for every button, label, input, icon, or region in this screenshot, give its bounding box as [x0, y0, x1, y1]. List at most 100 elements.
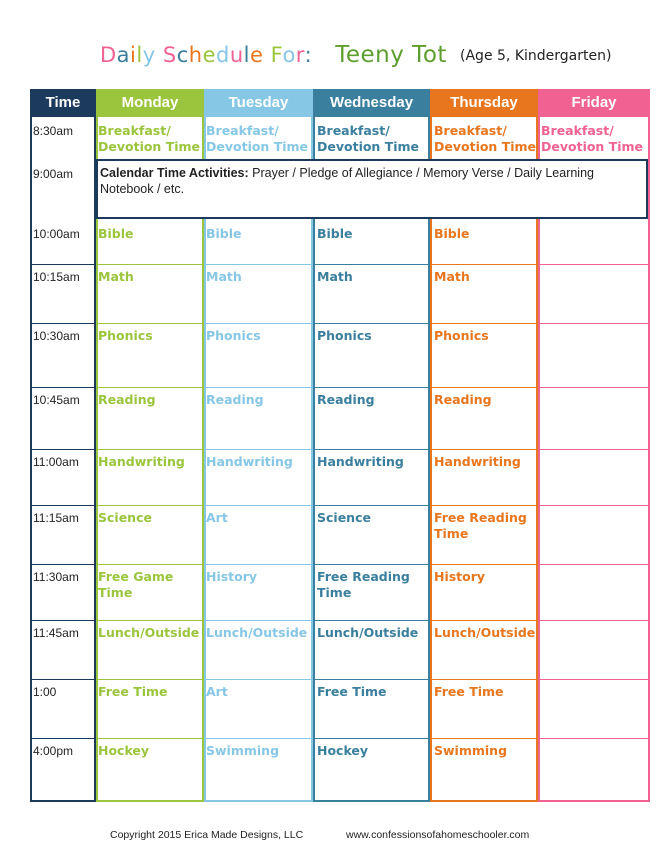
cell-tuesday: Breakfast/ Devotion Time: [206, 123, 309, 154]
cell-wednesday: Breakfast/ Devotion Time: [317, 123, 420, 154]
row-divider-time: [32, 449, 94, 450]
cell-monday: Handwriting: [98, 454, 185, 469]
column-wednesday: [313, 117, 430, 802]
row-divider-time: [32, 505, 94, 506]
row-divider: [540, 449, 648, 450]
cell-wednesday: Math: [317, 269, 353, 284]
title-letter: u: [229, 43, 244, 67]
row-divider-time: [32, 323, 94, 324]
row-divider: [540, 264, 648, 265]
cell-wednesday: Free Reading Time: [317, 569, 410, 600]
row-divider-time: [32, 264, 94, 265]
cell-monday: Free Time: [98, 684, 168, 699]
row-divider: [98, 738, 204, 739]
calendar-label: Calendar Time Activities:: [100, 166, 249, 180]
row-divider: [315, 738, 428, 739]
row-divider: [315, 679, 428, 680]
cell-thursday: Reading: [434, 392, 492, 407]
title-letter: y: [142, 43, 156, 67]
header-tuesday: Tuesday: [204, 89, 313, 117]
row-divider: [432, 387, 536, 388]
header-thursday: Thursday: [430, 89, 538, 117]
title-letter: e: [249, 43, 264, 67]
row-divider: [540, 738, 648, 739]
row-divider: [432, 323, 536, 324]
schedule-title: Daily Schedule For: Teeny Tot (Age 5, Ki…: [100, 42, 660, 76]
row-divider: [315, 323, 428, 324]
title-letter: F: [270, 43, 283, 67]
footer-url: www.confessionsofahomeschooler.com: [346, 829, 530, 841]
cell-wednesday: Phonics: [317, 328, 372, 343]
row-divider: [315, 564, 428, 565]
title-letter: i: [130, 43, 137, 67]
cell-tuesday: Art: [206, 510, 228, 525]
row-divider: [432, 738, 536, 739]
row-divider: [98, 387, 204, 388]
title-letter: e: [202, 43, 216, 67]
cell-wednesday: Handwriting: [317, 454, 404, 469]
title-letter: c: [176, 43, 189, 67]
row-divider: [540, 620, 648, 621]
title-letter: S: [162, 43, 177, 67]
row-divider: [206, 679, 311, 680]
column-friday: [538, 117, 650, 802]
row-divider: [206, 449, 311, 450]
cell-tuesday: Handwriting: [206, 454, 293, 469]
row-divider: [432, 679, 536, 680]
row-divider-time: [32, 620, 94, 621]
column-monday: [96, 117, 204, 802]
column-tuesday: [204, 117, 313, 802]
row-divider: [206, 505, 311, 506]
time-cell: 11:15am: [33, 511, 79, 525]
title-letter: :: [304, 43, 313, 67]
footer-copyright: Copyright 2015 Erica Made Designs, LLC: [110, 829, 304, 841]
title-letter: o: [282, 43, 296, 67]
time-cell: 11:00am: [33, 455, 79, 469]
row-divider: [432, 505, 536, 506]
time-cell: 10:15am: [33, 270, 80, 284]
row-divider: [206, 264, 311, 265]
row-divider: [315, 505, 428, 506]
cell-monday: Hockey: [98, 743, 150, 758]
cell-monday: Lunch/Outside: [98, 625, 200, 640]
row-divider: [98, 564, 204, 565]
cell-monday: Math: [98, 269, 134, 284]
row-divider: [98, 264, 204, 265]
cell-thursday: Breakfast/ Devotion Time: [434, 123, 537, 154]
row-divider: [540, 387, 648, 388]
header-time: Time: [30, 89, 96, 117]
cell-thursday: Free Reading Time: [434, 510, 527, 541]
row-divider: [432, 449, 536, 450]
title-letter: D: [100, 43, 117, 67]
column-thursday: [430, 117, 538, 802]
cell-tuesday: Phonics: [206, 328, 261, 343]
time-cell: 11:45am: [33, 626, 79, 640]
cell-tuesday: History: [206, 569, 258, 584]
time-cell: 10:30am: [33, 329, 80, 343]
row-divider: [98, 679, 204, 680]
title-letter: [263, 43, 270, 67]
cell-wednesday: Hockey: [317, 743, 369, 758]
calendar-text: Prayer / Pledge of Allegiance / Memory V…: [100, 166, 594, 196]
time-cell: 10:00am: [33, 227, 80, 241]
cell-thursday: Lunch/Outside: [434, 625, 536, 640]
header-wednesday: Wednesday: [313, 89, 430, 117]
time-cell: 8:30am: [33, 124, 74, 138]
row-divider: [206, 564, 311, 565]
cell-monday: Phonics: [98, 328, 153, 343]
title-main: Daily Schedule For:: [100, 43, 312, 67]
title-subtitle: (Age 5, Kindergarten): [460, 48, 612, 64]
row-divider: [206, 387, 311, 388]
title-letter: r: [295, 43, 305, 67]
cell-thursday: Free Time: [434, 684, 504, 699]
cell-monday: Science: [98, 510, 152, 525]
title-letter: d: [215, 43, 230, 67]
row-divider: [315, 264, 428, 265]
title-letter: l: [243, 43, 250, 67]
row-divider-time: [32, 564, 94, 565]
cell-wednesday: Free Time: [317, 684, 387, 699]
row-divider: [315, 449, 428, 450]
title-letter: a: [116, 43, 131, 67]
title-letter: [156, 43, 163, 67]
cell-thursday: Math: [434, 269, 470, 284]
